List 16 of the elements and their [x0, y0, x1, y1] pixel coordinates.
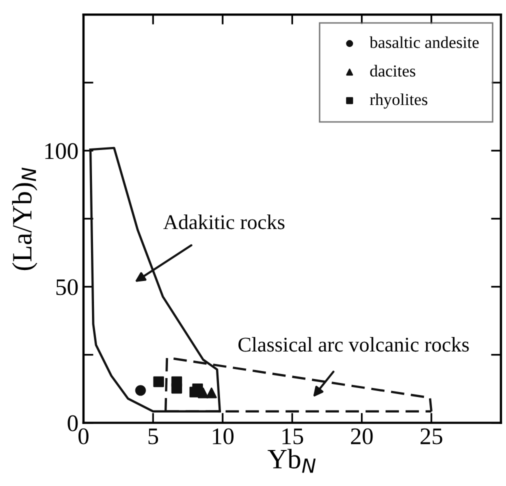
- x-tick-label: 5: [148, 428, 158, 444]
- legend-label: dacites: [370, 64, 416, 77]
- x-axis-title: Yb$_{N}$: [268, 448, 316, 473]
- annotation: Adakitic rocks: [163, 214, 284, 230]
- x-tick-label: 15: [282, 428, 304, 444]
- legend-label: basaltic andesite: [370, 36, 479, 48]
- x-tick-label: 0: [78, 428, 88, 444]
- y-tick-label: 50: [56, 279, 78, 296]
- y-tick-label: 0: [68, 415, 78, 432]
- x-tick-label: 20: [351, 428, 373, 444]
- y-axis-title: (La/Yb)$_{N}$: [12, 168, 38, 270]
- x-tick-label: 10: [212, 428, 234, 444]
- annotation: Classical arc volcanic rocks: [238, 337, 469, 352]
- x-tick-label: 25: [420, 428, 442, 444]
- y-tick-label: 100: [45, 143, 78, 160]
- legend-label: rhyolites: [370, 93, 428, 109]
